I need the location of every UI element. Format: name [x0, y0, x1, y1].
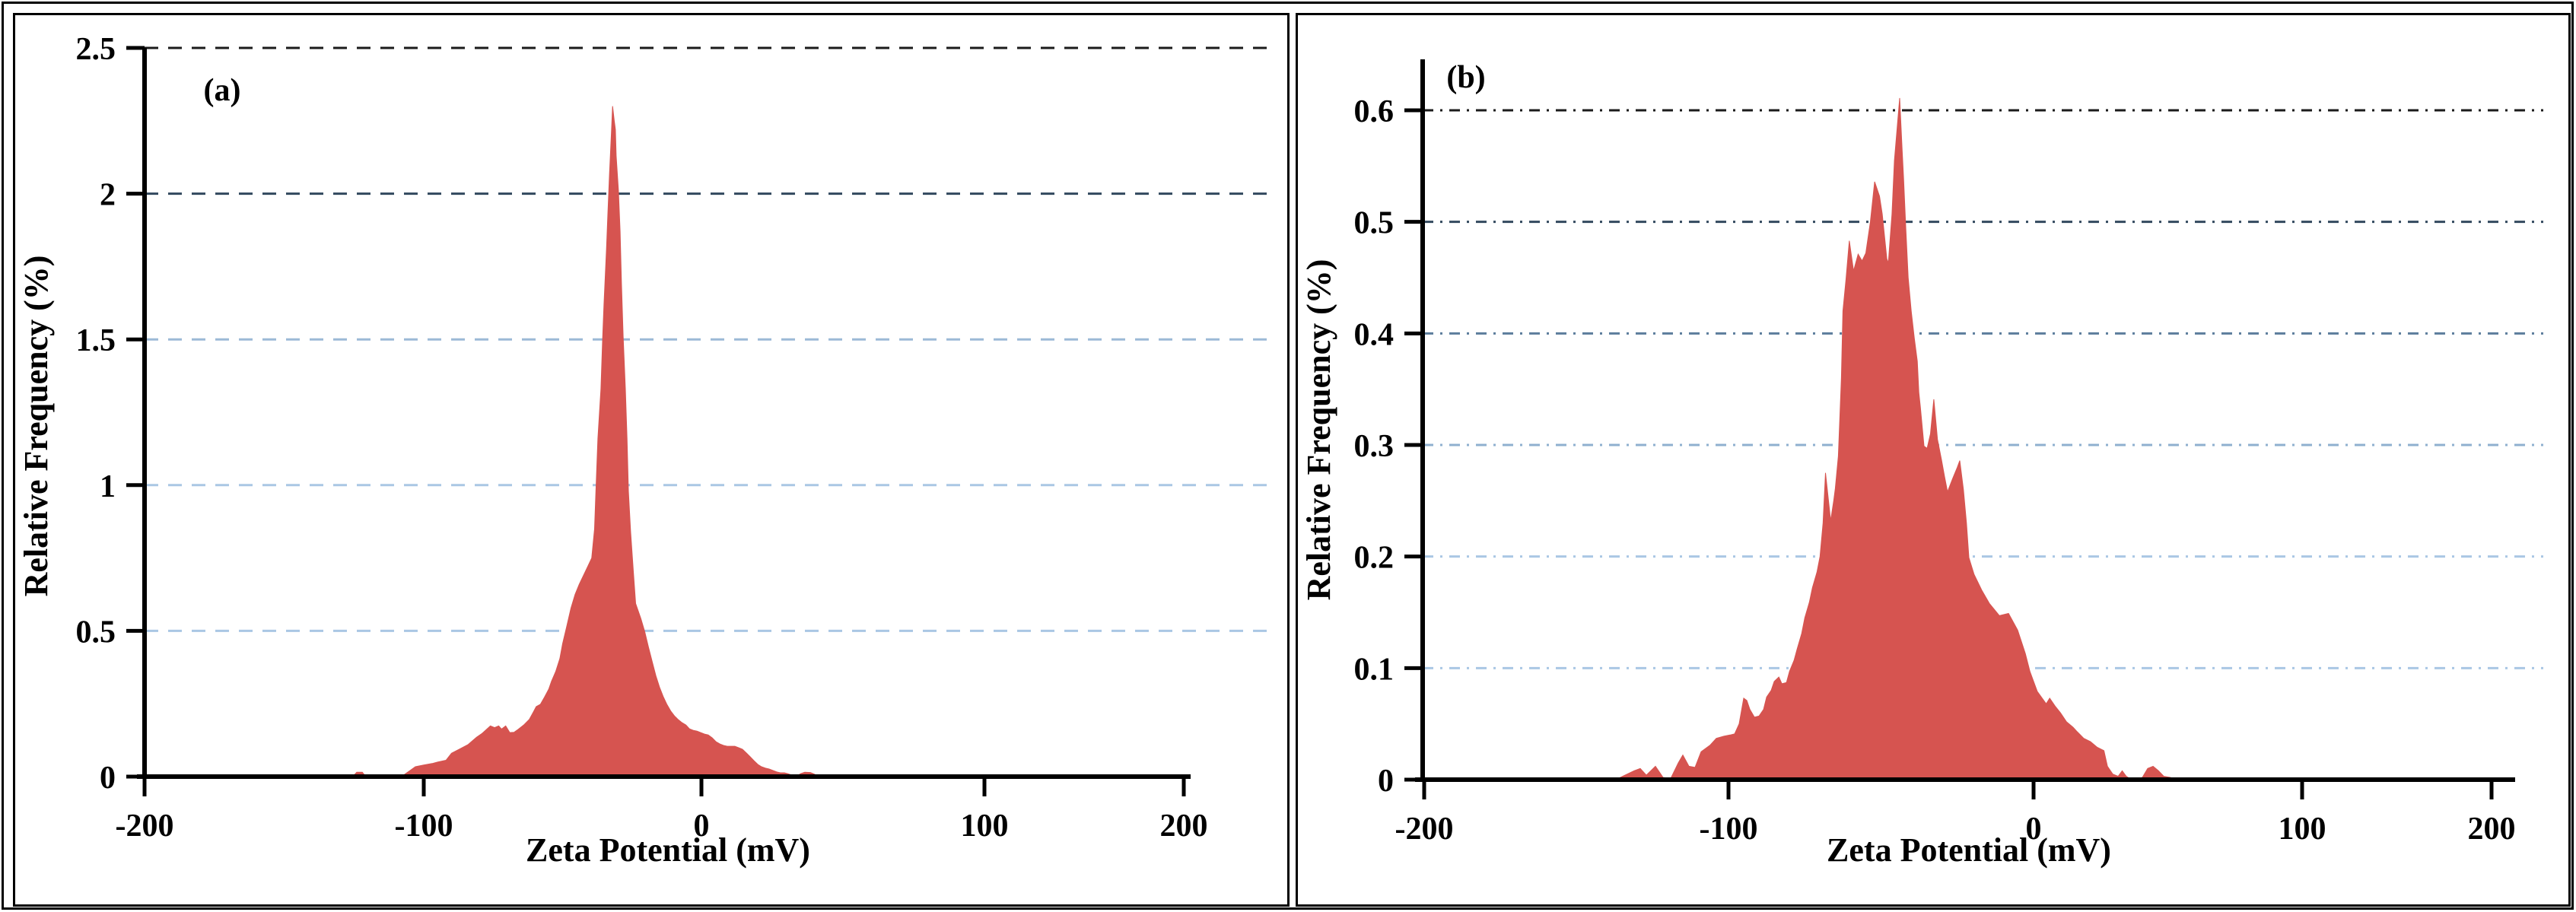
y-tick-label: 0.2 — [1354, 541, 1395, 576]
x-tick-label: -200 — [1395, 812, 1454, 847]
x-tick-label: 0 — [2026, 812, 2042, 847]
y-tick-label: 0.5 — [1354, 206, 1395, 241]
x-tick-label: -200 — [116, 809, 174, 844]
y-tick-label: 2 — [100, 178, 116, 213]
panel-b: -200 -100 0 100 200 0 0.1 0.2 0.3 0.4 0.5 0.6 (b) Rel… — [1296, 13, 2571, 907]
histogram-area-b — [1615, 97, 2175, 780]
x-tick-label: 100 — [961, 809, 1009, 844]
y-tick-label: 0.4 — [1354, 317, 1395, 352]
y-axis-title: Relative Frequency (%) — [17, 256, 55, 597]
y-tick-label: 0.1 — [1354, 652, 1395, 687]
x-tick-label: 100 — [2279, 812, 2326, 847]
x-tick-label: -100 — [395, 809, 453, 844]
panel-b-chart: -200 -100 0 100 200 0 0.1 0.2 0.3 0.4 0.5 0.6 (b) Rel… — [1300, 59, 2543, 869]
y-tick-label: 2.5 — [76, 32, 116, 67]
x-tick-label: 200 — [1160, 809, 1208, 844]
panel-letter: (a) — [204, 73, 241, 108]
y-tick-label: 0 — [1378, 764, 1394, 799]
x-axis-title: Zeta Potential (mV) — [1827, 831, 2111, 869]
x-tick-label: -100 — [1700, 812, 1758, 847]
panel-letter: (b) — [1446, 60, 1485, 95]
x-tick-label: 0 — [694, 809, 710, 844]
y-tick-label: 1.5 — [76, 323, 116, 358]
panel-a-chart: -200 -100 0 100 200 0 0.5 1 1.5 2 2.5 (a) Relative F… — [17, 32, 1271, 869]
x-tick-label: 200 — [2468, 812, 2516, 847]
y-tick-label: 0.5 — [76, 615, 116, 650]
y-tick-label: 1 — [100, 469, 116, 504]
x-axis-title: Zeta Potential (mV) — [526, 831, 810, 869]
y-tick-label: 0 — [100, 761, 116, 796]
y-axis-title: Relative Frequency (%) — [1300, 259, 1337, 601]
y-tick-label: 0.3 — [1354, 429, 1395, 464]
panel-a: -200 -100 0 100 200 0 0.5 1 1.5 2 2.5 (a) Relative F… — [13, 13, 1290, 907]
y-tick-label: 0.6 — [1354, 94, 1395, 129]
histogram-area-a — [337, 106, 819, 777]
